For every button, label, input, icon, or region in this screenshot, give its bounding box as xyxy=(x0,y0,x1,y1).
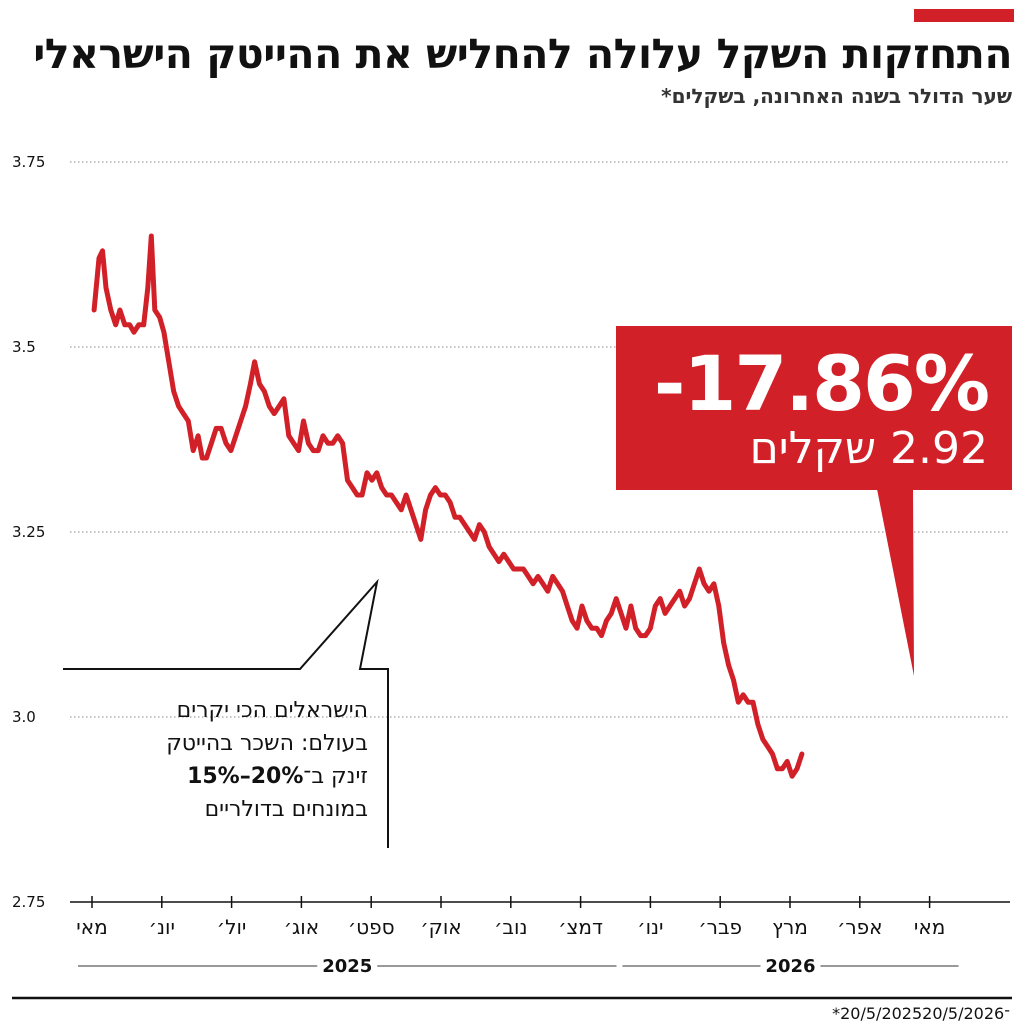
y-tick-label: 3.0 xyxy=(12,708,36,726)
note-line-4: במונחים בדולריים xyxy=(204,797,368,822)
x-tick-label: מרץ xyxy=(772,915,808,939)
note-line-3: זינק ב־15%–20% xyxy=(120,760,368,793)
x-tick-label: יול׳ xyxy=(217,915,247,939)
change-percent: -17.86% xyxy=(653,339,990,428)
x-tick-label: מאי xyxy=(914,915,945,939)
y-tick-label: 3.25 xyxy=(12,523,45,541)
series-layer xyxy=(91,233,805,779)
y-tick-label: 2.75 xyxy=(12,893,45,911)
x-tick-label: דמצ׳ xyxy=(558,915,603,939)
y-axis: 2.75 3.0 3.25 3.5 3.75 xyxy=(12,153,45,911)
grid-lines xyxy=(70,161,1010,718)
accent-bar xyxy=(914,9,1014,22)
note-line-1: הישראלים הכי יקרים xyxy=(176,698,368,723)
x-tick-label: מאי xyxy=(76,915,107,939)
x-tick-label: אוק׳ xyxy=(420,915,461,939)
x-tick-label: פבר׳ xyxy=(698,915,742,939)
x-tick-label: ספט׳ xyxy=(348,915,395,939)
x-tick-label: ינו׳ xyxy=(637,915,663,939)
chart-subtitle: שער הדולר בשנה האחרונה, בשקלים* xyxy=(661,84,1012,108)
annotation-note: הישראלים הכי יקרים בעולם: השכר בהייטק זי… xyxy=(120,694,368,826)
y-tick-label: 3.75 xyxy=(12,153,45,171)
chart-title: התחזקות השקל עלולה להחליש את ההייטק הישר… xyxy=(33,30,1012,78)
callout-pointers xyxy=(63,489,914,848)
note-line-3-prefix: זינק ב־ xyxy=(303,764,368,789)
change-badge: -17.86% 2.92 שקלים xyxy=(616,326,1012,490)
note-bubble-outline xyxy=(63,578,389,848)
note-line-2: בעולם: השכר בהייטק xyxy=(166,731,368,756)
x-tick-label: אוג׳ xyxy=(284,915,319,939)
year-label: 2025 xyxy=(322,956,372,977)
usd-ils-series-line xyxy=(91,233,805,779)
x-tick-label: אפר׳ xyxy=(837,915,882,939)
y-tick-label: 3.5 xyxy=(12,338,36,356)
footnote: *20/5/2025־20/5/2026 xyxy=(832,1004,1010,1023)
x-axis: מאי יונ׳ יול׳ אוג׳ ספט׳ אוק׳ נוב׳ דמצ׳ ינו׳ פבר׳ מ… xyxy=(70,896,1010,939)
note-line-3-bold: 15%–20% xyxy=(187,764,304,789)
year-label: 2026 xyxy=(765,956,815,977)
current-rate: 2.92 שקלים xyxy=(749,423,988,474)
year-labels: 2025 2026 xyxy=(78,956,959,977)
x-tick-label: נוב׳ xyxy=(494,915,527,939)
badge-pointer xyxy=(877,489,914,676)
x-tick-label: יונ׳ xyxy=(149,915,175,939)
